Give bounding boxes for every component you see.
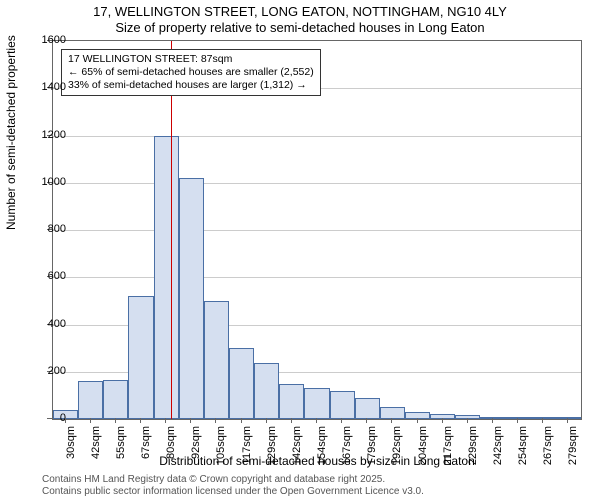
x-tick-mark [65,418,66,423]
histogram-bar [78,381,103,419]
annotation-line: ← 65% of semi-detached houses are smalle… [68,66,314,79]
annotation-box: 17 WELLINGTON STREET: 87sqm← 65% of semi… [61,49,321,96]
x-axis-label: Distribution of semi-detached houses by … [52,454,582,468]
annotation-line: 17 WELLINGTON STREET: 87sqm [68,53,314,66]
marker-line [171,41,172,419]
histogram-bar [455,415,480,419]
x-tick-mark [115,418,116,423]
x-tick-mark [366,418,367,423]
y-tick-label: 800 [26,223,66,235]
histogram-bar [279,384,304,419]
x-tick-mark [492,418,493,423]
chart-container: 17, WELLINGTON STREET, LONG EATON, NOTTI… [0,0,600,500]
grid-line [53,277,581,278]
x-tick-mark [517,418,518,423]
histogram-bar [430,414,455,419]
x-tick-mark [316,418,317,423]
y-tick-label: 1400 [26,81,66,93]
y-axis-label: Number of semi-detached properties [4,35,18,230]
x-tick-mark [190,418,191,423]
histogram-bar [103,380,128,419]
y-tick-label: 0 [26,412,66,424]
plot-area: 17 WELLINGTON STREET: 87sqm← 65% of semi… [52,40,582,420]
histogram-bar [355,398,380,419]
y-tick-label: 400 [26,318,66,330]
y-tick-label: 1200 [26,129,66,141]
histogram-bar [229,348,254,419]
histogram-bar [330,391,355,419]
y-tick-label: 1600 [26,34,66,46]
x-tick-mark [241,418,242,423]
footer-attribution: Contains HM Land Registry data © Crown c… [42,474,424,498]
x-tick-mark [140,418,141,423]
x-tick-mark [391,418,392,423]
x-tick-mark [291,418,292,423]
histogram-bar [405,412,430,419]
x-tick-mark [542,418,543,423]
histogram-bar [304,388,329,419]
histogram-bar [254,363,279,419]
x-tick-mark [467,418,468,423]
x-tick-mark [215,418,216,423]
histogram-bar [204,301,229,419]
x-tick-mark [341,418,342,423]
x-tick-mark [165,418,166,423]
title-main: 17, WELLINGTON STREET, LONG EATON, NOTTI… [0,4,600,19]
histogram-bar [154,136,179,420]
x-tick-mark [567,418,568,423]
histogram-bar [179,178,204,419]
x-tick-mark [90,418,91,423]
grid-line [53,136,581,137]
grid-line [53,230,581,231]
histogram-bar [128,296,153,419]
y-tick-label: 200 [26,365,66,377]
x-tick-mark [442,418,443,423]
x-tick-mark [266,418,267,423]
y-tick-label: 600 [26,270,66,282]
annotation-line: 33% of semi-detached houses are larger (… [68,79,314,92]
footer-line-2: Contains public sector information licen… [42,486,424,498]
grid-line [53,183,581,184]
footer-line-1: Contains HM Land Registry data © Crown c… [42,474,424,486]
y-tick-label: 1000 [26,176,66,188]
x-tick-mark [417,418,418,423]
title-sub: Size of property relative to semi-detach… [0,20,600,35]
